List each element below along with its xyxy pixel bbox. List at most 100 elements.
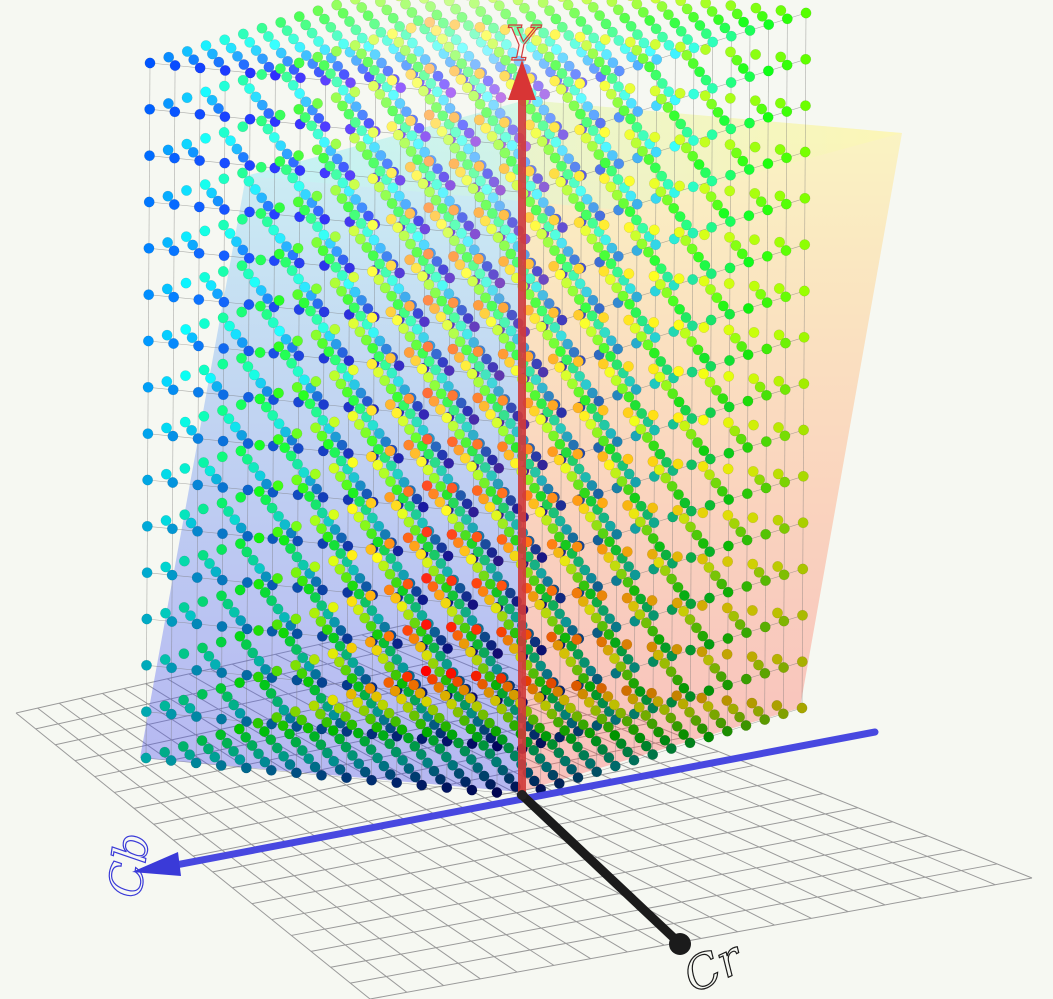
color-point	[424, 16, 436, 28]
color-point	[217, 481, 229, 493]
color-point	[599, 34, 611, 46]
color-point	[324, 253, 335, 265]
color-point	[671, 643, 683, 655]
color-point	[572, 571, 584, 583]
color-point	[169, 60, 181, 71]
color-point	[484, 671, 496, 683]
color-point	[575, 185, 587, 197]
color-point	[460, 514, 472, 525]
color-point	[471, 731, 483, 743]
color-point	[362, 56, 374, 68]
color-point	[406, 37, 418, 49]
color-point	[613, 81, 624, 93]
color-point	[397, 754, 408, 766]
color-point	[318, 399, 330, 411]
color-point	[531, 111, 543, 123]
color-point	[290, 767, 302, 779]
color-point	[588, 32, 600, 44]
color-point	[338, 69, 350, 80]
color-point	[346, 673, 358, 684]
color-point	[142, 335, 154, 347]
color-point	[478, 647, 490, 659]
color-point	[506, 309, 518, 321]
color-point	[474, 68, 486, 80]
color-point	[597, 605, 609, 616]
color-point	[378, 560, 390, 572]
color-point	[169, 152, 180, 164]
color-point	[216, 713, 227, 725]
color-point	[605, 427, 617, 439]
color-point	[312, 5, 324, 17]
color-point	[437, 33, 448, 45]
color-point	[402, 532, 414, 544]
color-point	[544, 112, 556, 124]
color-point	[144, 150, 155, 162]
color-point	[723, 447, 735, 459]
color-point	[536, 398, 547, 410]
color-point	[623, 268, 635, 280]
color-point	[242, 391, 254, 403]
color-point	[727, 703, 739, 715]
color-point	[480, 369, 492, 381]
color-point	[747, 465, 759, 477]
color-point	[642, 246, 654, 258]
color-point	[655, 355, 667, 367]
color-point	[454, 582, 466, 594]
color-point	[421, 572, 432, 584]
color-point	[359, 519, 371, 531]
color-point	[621, 669, 633, 681]
color-point	[336, 270, 348, 281]
color-point	[455, 397, 467, 409]
color-point	[480, 276, 492, 288]
color-point	[761, 343, 773, 355]
color-point	[580, 132, 592, 144]
color-point	[310, 283, 322, 295]
color-point	[213, 56, 225, 68]
color-point	[721, 725, 733, 737]
cube-grid-line	[727, 36, 732, 732]
color-point	[454, 336, 466, 348]
color-point	[606, 0, 618, 7]
color-point	[344, 169, 356, 181]
color-point	[425, 78, 437, 89]
color-point	[427, 581, 439, 593]
color-point	[637, 53, 649, 65]
color-point	[537, 289, 549, 301]
color-point	[627, 0, 634, 2]
color-point	[310, 668, 322, 680]
color-point	[624, 82, 636, 94]
color-point	[556, 407, 567, 419]
color-point	[446, 482, 458, 494]
color-point	[243, 299, 255, 310]
color-point	[297, 559, 309, 571]
color-point	[443, 457, 455, 469]
color-point	[456, 11, 468, 23]
color-point	[665, 712, 677, 724]
color-point	[755, 196, 767, 208]
color-point	[494, 107, 506, 119]
color-point	[434, 666, 446, 678]
color-point	[734, 619, 746, 630]
color-point	[318, 13, 330, 25]
color-point	[404, 408, 416, 420]
color-point	[780, 337, 791, 349]
color-point	[574, 370, 586, 382]
color-point	[341, 479, 353, 491]
color-point	[461, 498, 473, 510]
color-point	[624, 175, 635, 187]
color-point	[553, 454, 565, 466]
cube-grid-line	[745, 30, 751, 726]
color-point	[294, 72, 306, 84]
color-point	[723, 401, 735, 413]
color-point	[381, 251, 393, 262]
color-point	[409, 524, 421, 536]
color-point	[635, 423, 647, 435]
color-point	[550, 59, 562, 71]
color-point	[656, 93, 667, 105]
color-point	[272, 572, 283, 584]
color-point	[477, 586, 489, 597]
color-point	[574, 78, 586, 89]
color-point	[744, 117, 755, 129]
color-point	[618, 197, 630, 209]
color-point	[191, 618, 203, 630]
